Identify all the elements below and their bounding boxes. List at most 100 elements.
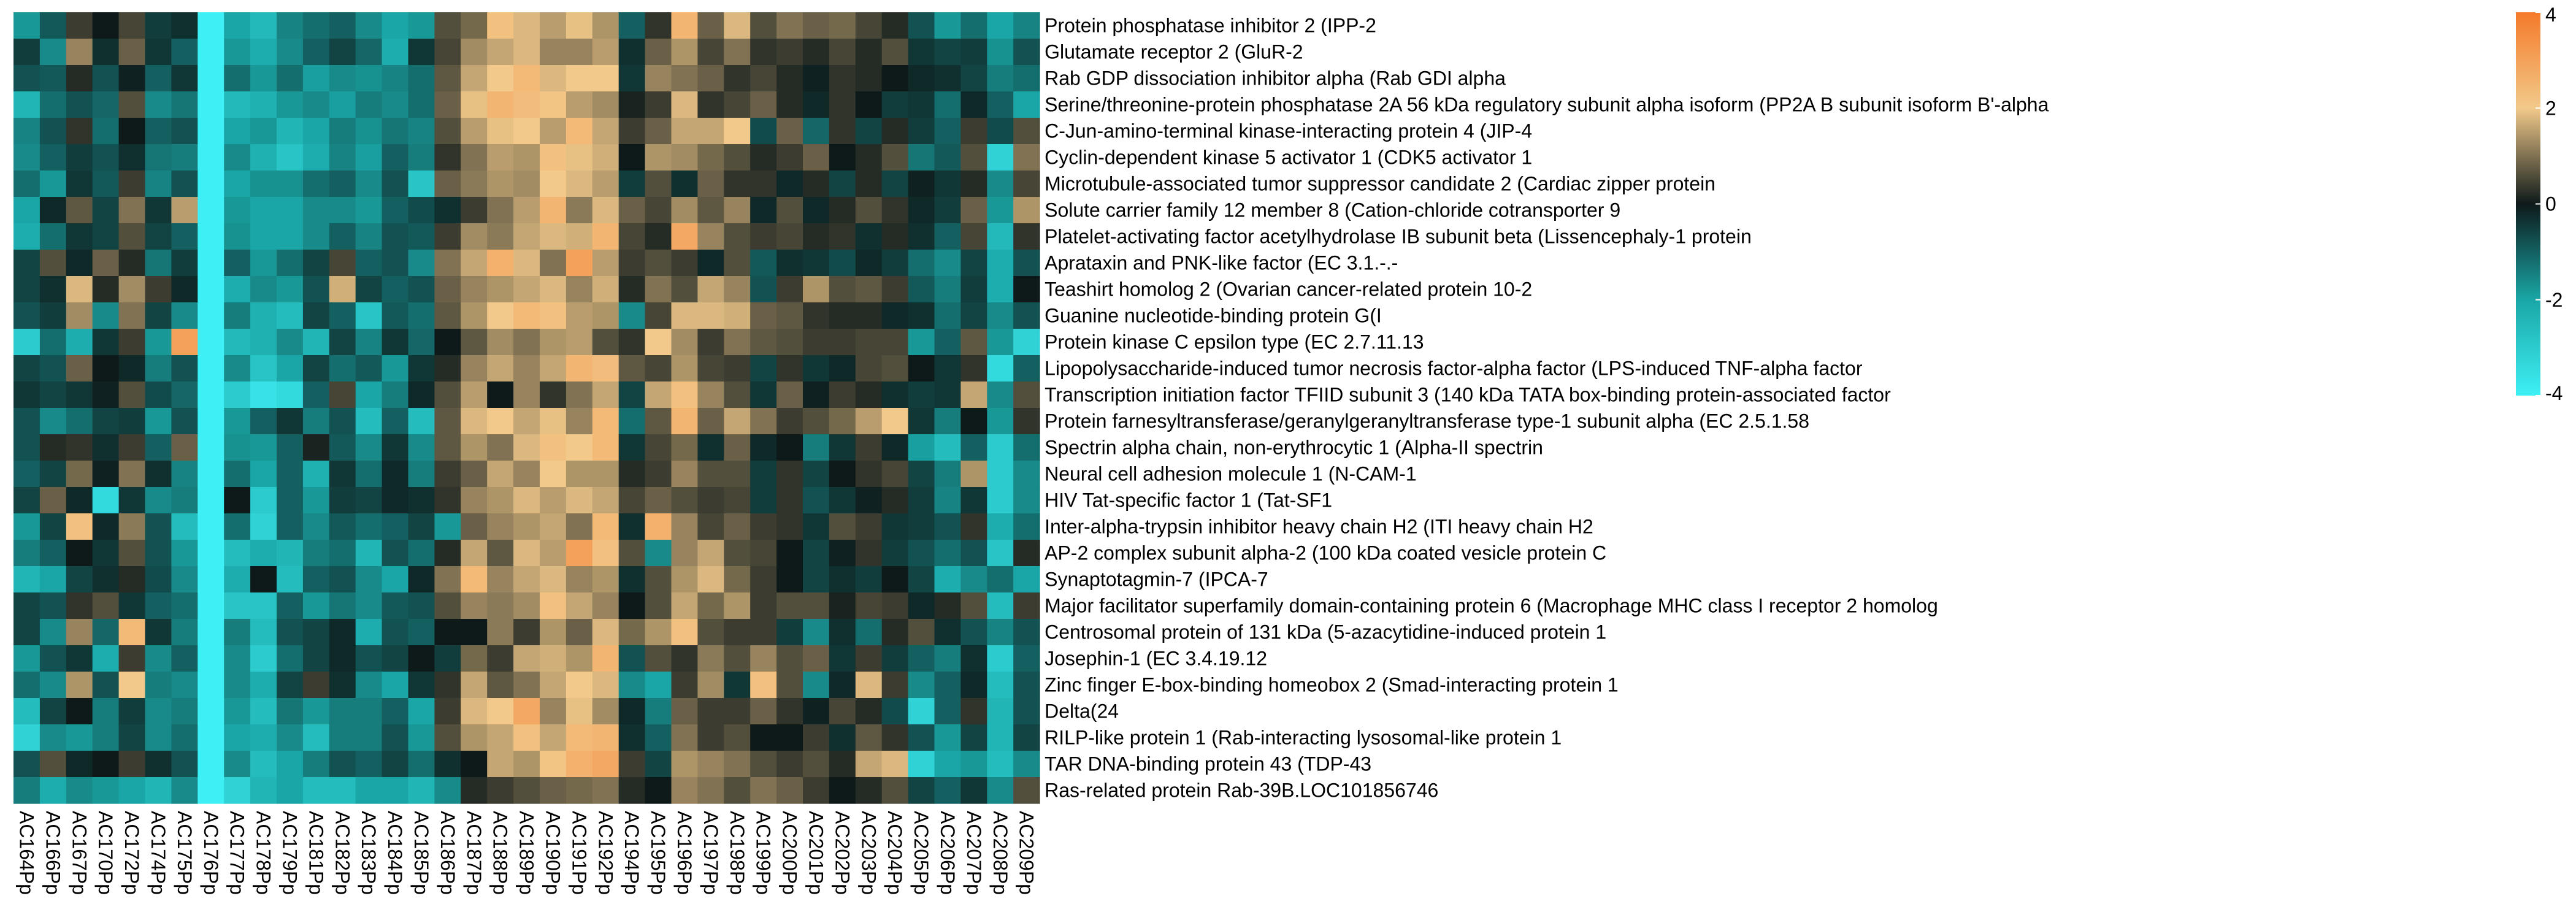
heatmap-cell <box>750 302 777 329</box>
heatmap-cell <box>540 513 567 540</box>
heatmap-cell <box>355 276 383 303</box>
heatmap-cell <box>145 645 172 672</box>
heatmap-cell <box>355 144 383 171</box>
heatmap-cell <box>250 302 277 329</box>
heatmap-cell <box>197 302 224 329</box>
heatmap-cell <box>118 171 146 197</box>
heatmap-cell <box>92 144 120 171</box>
heatmap-cell <box>487 118 514 145</box>
heatmap-cell <box>434 91 461 118</box>
heatmap-cell <box>434 381 461 408</box>
heatmap-cell <box>592 408 619 435</box>
heatmap-cell <box>66 513 93 540</box>
heatmap-cell <box>776 487 803 514</box>
heatmap-cell <box>645 12 672 39</box>
heatmap-cell <box>302 566 330 593</box>
heatmap-cell <box>987 461 1014 488</box>
heatmap-cell <box>750 276 777 303</box>
heatmap-cell <box>250 276 277 303</box>
heatmap-cell <box>724 645 751 672</box>
heatmap-cell <box>513 487 540 514</box>
heatmap-cell <box>487 197 514 224</box>
column-label: AC207Pp <box>963 811 985 895</box>
heatmap-cell <box>724 250 751 277</box>
heatmap-cell <box>645 592 672 619</box>
heatmap-cell <box>145 12 172 39</box>
heatmap-cell <box>329 223 356 250</box>
heatmap-cell <box>381 381 409 408</box>
heatmap-cell <box>803 408 830 435</box>
row-label: Zinc finger E-box-binding homeobox 2 (Sm… <box>1045 674 1619 696</box>
heatmap-cell <box>934 91 961 118</box>
heatmap-cell <box>513 302 540 329</box>
heatmap-cell <box>987 434 1014 461</box>
heatmap-cell <box>618 144 646 171</box>
heatmap-cell <box>908 118 935 145</box>
heatmap-cell <box>934 487 961 514</box>
heatmap-cell <box>250 513 277 540</box>
heatmap-cell <box>92 276 120 303</box>
heatmap-cell <box>881 619 909 646</box>
row-label: Centrosomal protein of 131 kDa (5-azacyt… <box>1045 621 1606 643</box>
heatmap-cell <box>513 381 540 408</box>
heatmap-cell <box>987 724 1014 751</box>
heatmap-cell <box>1013 645 1040 672</box>
legend-tick-label: -2 <box>2545 289 2563 311</box>
heatmap-cell <box>197 12 224 39</box>
heatmap-cell <box>776 698 803 725</box>
heatmap-cell <box>39 276 67 303</box>
heatmap-cell <box>277 619 304 646</box>
heatmap-cell <box>618 223 646 250</box>
heatmap-cell <box>39 672 67 699</box>
heatmap-cell <box>434 12 461 39</box>
heatmap-cell <box>277 144 304 171</box>
heatmap-cell <box>987 592 1014 619</box>
heatmap-cell <box>171 171 198 197</box>
heatmap-cell <box>277 39 304 66</box>
heatmap-cell <box>197 408 224 435</box>
heatmap-cell <box>355 566 383 593</box>
heatmap-cell <box>434 619 461 646</box>
heatmap-cell <box>39 144 67 171</box>
heatmap-cell <box>277 434 304 461</box>
heatmap-cell <box>855 171 883 197</box>
heatmap-cell <box>908 302 935 329</box>
heatmap-cell <box>881 39 909 66</box>
heatmap-cell <box>618 381 646 408</box>
heatmap-cell <box>855 12 883 39</box>
heatmap-cell <box>881 461 909 488</box>
heatmap-cell <box>881 487 909 514</box>
heatmap-cell <box>224 461 251 488</box>
heatmap-cell <box>645 250 672 277</box>
heatmap-cell <box>224 250 251 277</box>
heatmap-cell <box>381 461 409 488</box>
heatmap-cell <box>224 751 251 778</box>
heatmap-cell <box>224 39 251 66</box>
heatmap-cell <box>302 461 330 488</box>
heatmap-cell <box>540 118 567 145</box>
heatmap-cell <box>381 355 409 382</box>
heatmap-cell <box>881 144 909 171</box>
heatmap-cell <box>618 619 646 646</box>
heatmap-cell <box>1013 566 1040 593</box>
heatmap-cell <box>645 540 672 567</box>
heatmap-cell <box>39 355 67 382</box>
heatmap-cell <box>671 171 698 197</box>
heatmap-cell <box>645 487 672 514</box>
heatmap-cell <box>513 329 540 356</box>
heatmap-cell <box>197 645 224 672</box>
heatmap-cell <box>829 434 856 461</box>
heatmap-cell <box>381 276 409 303</box>
heatmap-cell <box>171 276 198 303</box>
heatmap-cell <box>908 12 935 39</box>
heatmap-cell <box>855 645 883 672</box>
heatmap-cell <box>381 592 409 619</box>
heatmap-cell <box>118 724 146 751</box>
heatmap-cell <box>277 513 304 540</box>
heatmap-cell <box>92 65 120 92</box>
heatmap-cell <box>145 144 172 171</box>
heatmap-cell <box>355 408 383 435</box>
heatmap-cell <box>803 434 830 461</box>
heatmap-cell <box>908 381 935 408</box>
heatmap-cell <box>908 329 935 356</box>
